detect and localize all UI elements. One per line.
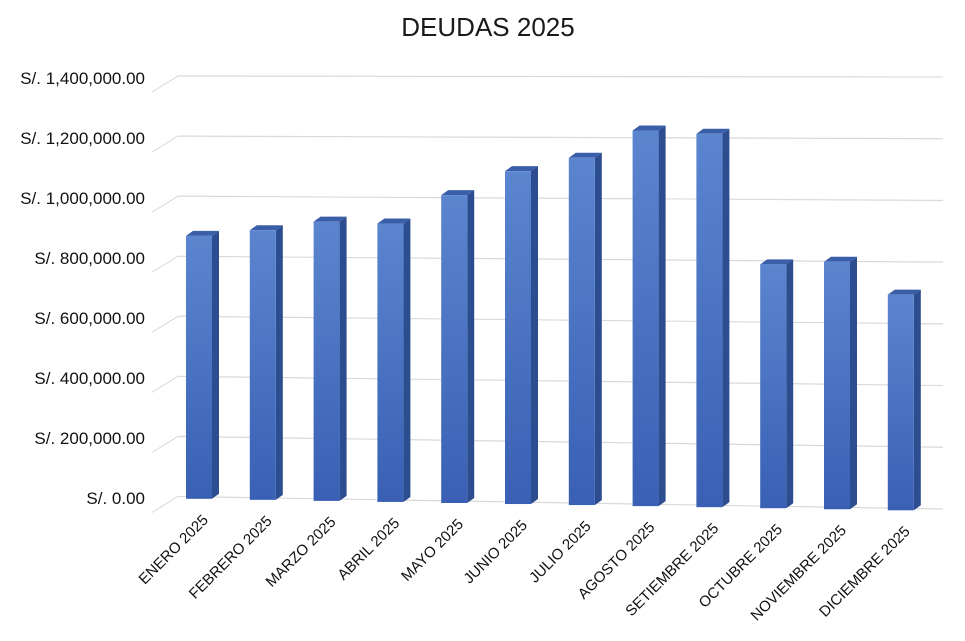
gridline: [177, 195, 944, 202]
bar: [186, 235, 212, 499]
gridline: [177, 375, 944, 387]
bar-cap: [760, 259, 794, 265]
bar: [632, 130, 659, 507]
bar-side: [594, 152, 602, 506]
bar-cap: [632, 125, 666, 131]
x-tick-label: ABRIL 2025: [334, 515, 403, 584]
gridline-diag: [151, 255, 179, 273]
gridline-diag: [151, 195, 179, 213]
x-tick-label: JULIO 2025: [526, 518, 595, 587]
bar-side: [786, 259, 794, 509]
bar: [313, 221, 340, 501]
bar: [568, 157, 595, 506]
bar: [887, 294, 914, 511]
bar-cap: [377, 218, 411, 224]
gridline: [177, 315, 944, 325]
bar-side: [531, 166, 538, 505]
bar-side: [658, 125, 666, 507]
gridline-diag: [151, 435, 179, 453]
y-tick-label: S/. 400,000.00: [34, 369, 145, 388]
gridline-diag: [151, 135, 179, 153]
y-tick-label: S/. 1,400,000.00: [20, 69, 145, 88]
bar-side: [212, 230, 219, 499]
bar-side: [722, 128, 730, 508]
bar-cap: [696, 128, 730, 134]
gridline: [177, 435, 944, 448]
y-tick-label: S/. 600,000.00: [34, 309, 145, 328]
y-tick-label: S/. 1,200,000.00: [20, 129, 145, 148]
bar-cap: [441, 190, 475, 196]
gridline-diag: [151, 375, 179, 393]
gridline-diag: [151, 75, 179, 93]
bar-cap: [824, 256, 857, 262]
bar-cap: [568, 152, 602, 158]
bar-side: [913, 289, 921, 511]
bar-cap: [186, 230, 219, 236]
gridlines: [151, 75, 944, 513]
bar-cap: [313, 216, 347, 222]
gridline-diag: [151, 496, 179, 513]
gridline-diag: [151, 315, 179, 333]
bar-side: [403, 218, 411, 502]
bar: [249, 230, 276, 500]
y-tick-label: S/. 0.00: [86, 489, 145, 508]
y-tick-label: S/. 800,000.00: [34, 249, 145, 268]
bar-side: [275, 225, 283, 500]
y-tick-label: S/. 200,000.00: [34, 429, 145, 448]
gridline: [177, 135, 944, 140]
bar-cap: [505, 166, 538, 172]
x-tick-label: MAYO 2025: [398, 516, 467, 585]
bar: [760, 264, 787, 509]
x-tick-label: JUNIO 2025: [460, 517, 530, 587]
chart-title: DEUDAS 2025: [401, 12, 574, 42]
bar: [441, 195, 468, 503]
bar-side: [339, 216, 347, 501]
bar-cap: [887, 289, 921, 295]
gridline: [177, 75, 944, 78]
bars: [186, 125, 921, 511]
bar-cap: [249, 225, 283, 231]
bar: [377, 223, 404, 502]
bar: [696, 133, 723, 508]
bar-side: [467, 190, 475, 503]
bar: [824, 261, 850, 510]
gridline: [177, 495, 944, 510]
y-tick-label: S/. 1,000,000.00: [20, 189, 145, 208]
y-axis-ticks: S/. 0.00 S/. 200,000.00 S/. 400,000.00 S/. …: [20, 69, 145, 508]
gridline: [177, 255, 944, 263]
bar: [505, 171, 531, 505]
bar-side: [850, 256, 857, 510]
